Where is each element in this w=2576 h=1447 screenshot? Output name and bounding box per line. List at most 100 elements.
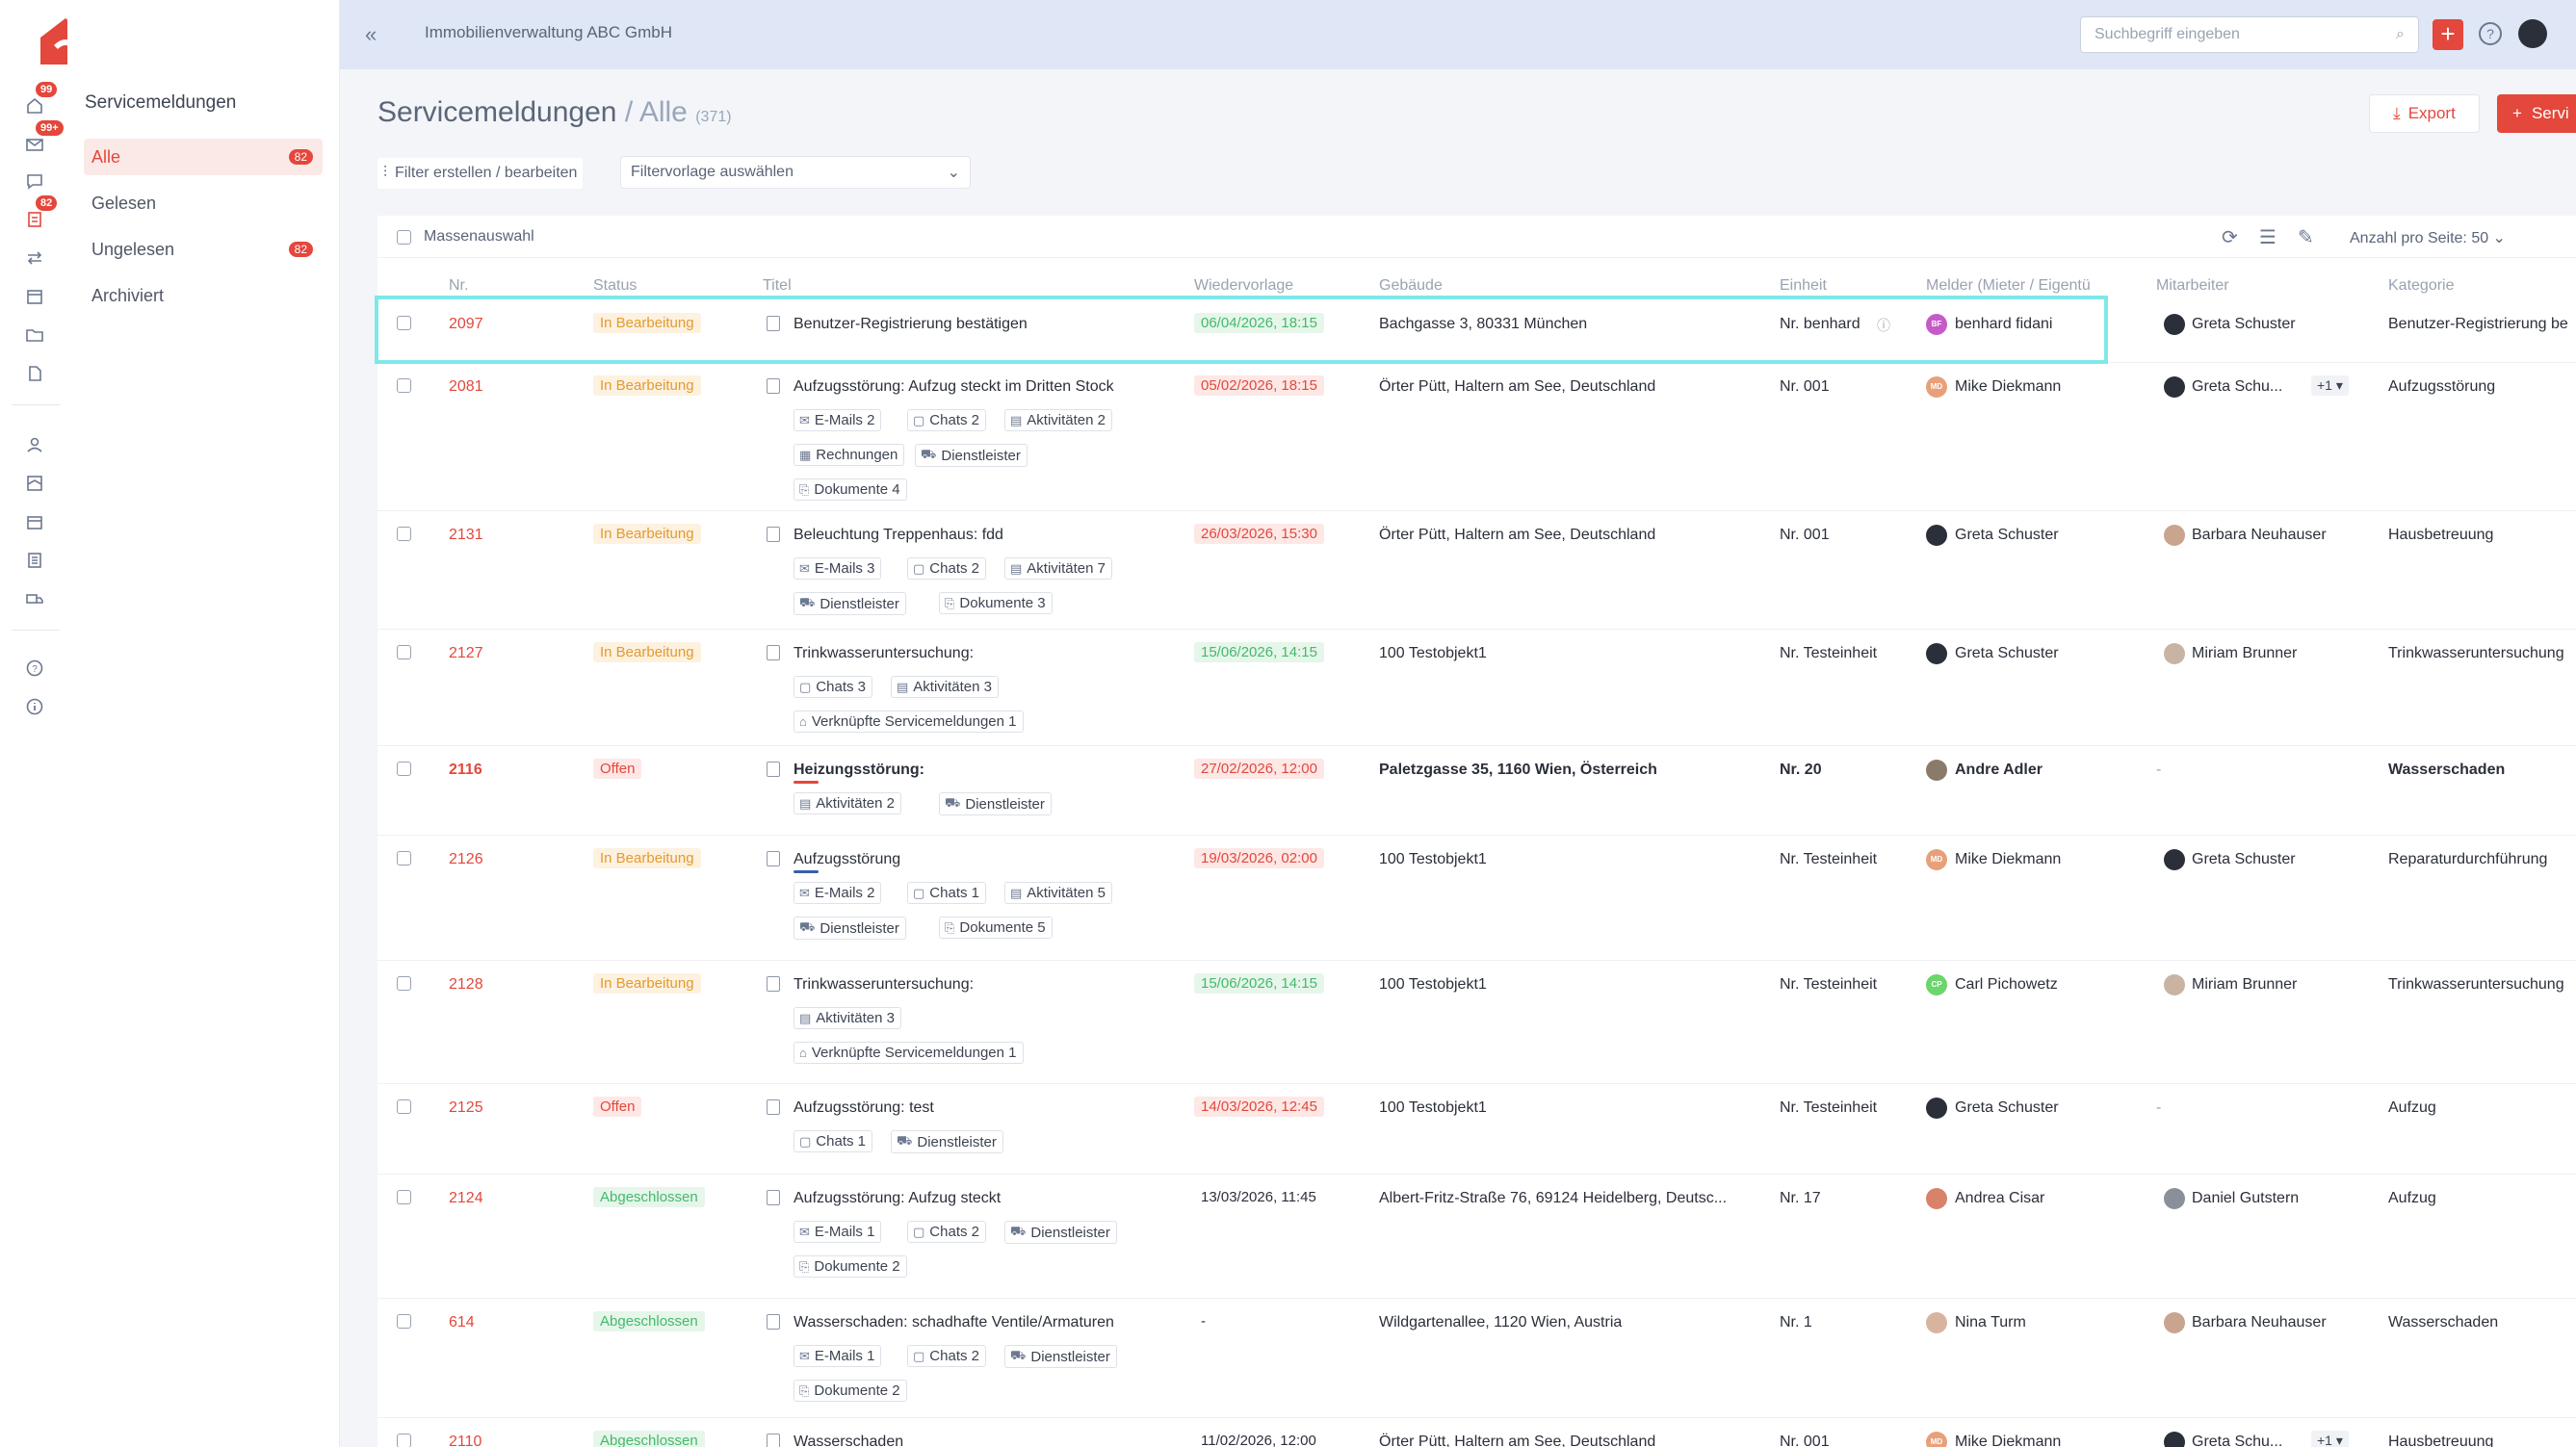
row-number[interactable]: 614 bbox=[449, 1314, 475, 1331]
row-title[interactable]: Aufzugsstörung: test bbox=[794, 1099, 934, 1116]
column-header[interactable]: Titel bbox=[763, 277, 792, 294]
unit[interactable]: Nr. Testeinheit bbox=[1780, 645, 1878, 661]
row-tag[interactable]: ⛟ Dienstleister bbox=[1004, 1345, 1117, 1368]
table-row[interactable]: 2128 In Bearbeitung Trinkwasseruntersuchun… bbox=[377, 961, 2576, 1084]
reporter-name[interactable]: Greta Schuster bbox=[1955, 1099, 2059, 1116]
table-row[interactable]: 2110 Abgeschlossen Wasserschaden 11/02/2026… bbox=[377, 1418, 2576, 1447]
row-tag[interactable]: ✉ E-Mails 2 bbox=[794, 409, 882, 431]
row-title[interactable]: Aufzugsstörung: Aufzug steckt im Dritten… bbox=[794, 378, 1114, 395]
reporter-name[interactable]: Greta Schuster bbox=[1955, 645, 2059, 661]
building[interactable]: Örter Pütt, Haltern am See, Deutschland bbox=[1379, 1434, 1656, 1447]
row-tag[interactable]: ⛟ Dienstleister bbox=[794, 592, 906, 615]
truck-icon[interactable] bbox=[23, 587, 46, 610]
table-row[interactable]: 2116 Offen Heizungsstörung: 27/02/2026, 12:… bbox=[377, 746, 2576, 836]
row-tag[interactable]: ▦ Rechnungen bbox=[794, 444, 905, 466]
collapse-sidebar-icon[interactable]: « bbox=[365, 22, 377, 46]
building[interactable]: 100 Testobjekt1 bbox=[1379, 645, 1487, 661]
building[interactable]: Örter Pütt, Haltern am See, Deutschland bbox=[1379, 378, 1656, 395]
row-tag[interactable]: ▢ Chats 2 bbox=[907, 409, 986, 431]
building[interactable]: Paletzgasse 35, 1160 Wien, Österreich bbox=[1379, 762, 1657, 778]
table-row[interactable]: 2127 In Bearbeitung Trinkwasseruntersuchun… bbox=[377, 630, 2576, 746]
reporter-name[interactable]: Mike Diekmann bbox=[1955, 378, 2062, 395]
page-size[interactable]: Anzahl pro Seite: 50 ⌄ bbox=[2350, 230, 2506, 246]
staff-name[interactable]: Greta Schuster bbox=[2192, 851, 2296, 867]
row-checkbox[interactable] bbox=[397, 316, 411, 330]
search-input[interactable]: Suchbegriff eingeben ⌕ bbox=[2080, 16, 2419, 53]
table-row[interactable]: 2126 In Bearbeitung Aufzugsstörung 19/03/20… bbox=[377, 836, 2576, 961]
reporter-name[interactable]: Greta Schuster bbox=[1955, 527, 2059, 543]
row-tag[interactable]: ⌂ Verknüpfte Servicemeldungen 1 bbox=[794, 1042, 1024, 1064]
unit[interactable]: Nr. Testeinheit bbox=[1780, 1099, 1878, 1116]
staff-name[interactable]: Greta Schuster bbox=[2192, 316, 2296, 332]
row-title[interactable]: Beleuchtung Treppenhaus: fdd bbox=[794, 527, 1003, 543]
row-checkbox[interactable] bbox=[397, 851, 411, 866]
reporter-name[interactable]: Mike Diekmann bbox=[1955, 1434, 2062, 1447]
unit[interactable]: Nr. 001 bbox=[1780, 378, 1830, 395]
unit[interactable]: Nr. benhard bbox=[1780, 316, 1860, 332]
building[interactable]: Wildgartenallee, 1120 Wien, Austria bbox=[1379, 1314, 1623, 1331]
row-tag[interactable]: ✉ E-Mails 1 bbox=[794, 1221, 882, 1243]
row-checkbox[interactable] bbox=[397, 976, 411, 991]
row-title[interactable]: Wasserschaden bbox=[794, 1434, 904, 1447]
row-title[interactable]: Wasserschaden: schadhafte Ventile/Armatu… bbox=[794, 1314, 1114, 1331]
column-header[interactable]: Status bbox=[593, 277, 637, 294]
unit[interactable]: Nr. 1 bbox=[1780, 1314, 1812, 1331]
staff-name[interactable]: Daniel Gutstern bbox=[2192, 1190, 2300, 1206]
staff-name[interactable]: Miriam Brunner bbox=[2192, 645, 2298, 661]
document-icon[interactable] bbox=[23, 362, 46, 385]
row-checkbox[interactable] bbox=[397, 645, 411, 659]
building[interactable]: Albert-Fritz-Straße 76, 69124 Heidelberg… bbox=[1379, 1190, 1728, 1206]
row-tag[interactable]: ▤ Aktivitäten 2 bbox=[1004, 409, 1113, 431]
row-number[interactable]: 2081 bbox=[449, 378, 483, 395]
table-row[interactable]: 614 Abgeschlossen Wasserschaden: schadhaft… bbox=[377, 1299, 2576, 1418]
row-title[interactable]: Benutzer-Registrierung bestätigen bbox=[794, 316, 1028, 332]
office-icon[interactable] bbox=[23, 549, 46, 572]
row-tag[interactable]: ⎘ Dokumente 5 bbox=[939, 917, 1053, 939]
building[interactable]: 100 Testobjekt1 bbox=[1379, 1099, 1487, 1116]
row-number[interactable]: 2110 bbox=[449, 1434, 482, 1447]
table-row[interactable]: 2081 In Bearbeitung Aufzugsstörung: Aufzug… bbox=[377, 363, 2576, 511]
row-tag[interactable]: ⎘ Dokumente 3 bbox=[939, 592, 1053, 614]
column-header[interactable]: Nr. bbox=[449, 277, 469, 294]
filter-preset-select[interactable]: Filtervorlage auswählen ⌄ bbox=[620, 156, 971, 189]
row-number[interactable]: 2127 bbox=[449, 645, 483, 661]
reporter-name[interactable]: Carl Pichowetz bbox=[1955, 976, 2058, 993]
subnav-item-ungelesen[interactable]: Ungelesen 82 bbox=[84, 231, 323, 268]
staff-name[interactable]: Greta Schu... bbox=[2192, 378, 2283, 395]
row-title[interactable]: Heizungsstörung: bbox=[794, 762, 924, 778]
service-icon[interactable]: 82 bbox=[23, 194, 59, 231]
info-icon[interactable] bbox=[23, 695, 46, 718]
refresh-icon[interactable]: ⟳ bbox=[2222, 227, 2238, 248]
unit[interactable]: Nr. 20 bbox=[1780, 762, 1822, 778]
row-checkbox[interactable] bbox=[397, 527, 411, 541]
row-number[interactable]: 2126 bbox=[449, 851, 483, 867]
row-tag[interactable]: ▤ Aktivitäten 3 bbox=[794, 1007, 902, 1029]
row-checkbox[interactable] bbox=[397, 1099, 411, 1114]
row-number[interactable]: 2128 bbox=[449, 976, 483, 993]
row-number[interactable]: 2116 bbox=[449, 762, 482, 778]
user-avatar[interactable] bbox=[2518, 19, 2547, 48]
column-header[interactable]: Kategorie bbox=[2388, 277, 2455, 294]
person-icon[interactable] bbox=[23, 433, 46, 456]
row-checkbox[interactable] bbox=[397, 1434, 411, 1447]
chat-icon[interactable] bbox=[23, 169, 46, 193]
row-tag[interactable]: ✉ E-Mails 1 bbox=[794, 1345, 882, 1367]
row-tag[interactable]: ▢ Chats 2 bbox=[907, 1345, 986, 1367]
row-tag[interactable]: ⌂ Verknüpfte Servicemeldungen 1 bbox=[794, 711, 1024, 733]
transfer-icon[interactable] bbox=[23, 246, 46, 270]
reporter-name[interactable]: Nina Turm bbox=[1955, 1314, 2026, 1331]
row-tag[interactable]: ⛟ Dienstleister bbox=[794, 917, 906, 940]
row-tag[interactable]: ✉ E-Mails 2 bbox=[794, 882, 882, 904]
row-number[interactable]: 2125 bbox=[449, 1099, 483, 1116]
row-title[interactable]: Aufzugsstörung: Aufzug steckt bbox=[794, 1190, 1002, 1206]
list-icon[interactable]: ☰ bbox=[2259, 227, 2277, 248]
filter-edit-button[interactable]: ⫶ Filter erstellen / bearbeiten bbox=[377, 158, 584, 189]
row-number[interactable]: 2131 bbox=[449, 527, 483, 543]
column-header[interactable]: Gebäude bbox=[1379, 277, 1443, 294]
table-row[interactable]: 2131 In Bearbeitung Beleuchtung Treppenhau… bbox=[377, 511, 2576, 630]
unit[interactable]: Nr. 001 bbox=[1780, 527, 1830, 543]
row-title[interactable]: Aufzugsstörung bbox=[794, 851, 901, 867]
reporter-name[interactable]: benhard fidani bbox=[1955, 316, 2053, 332]
folder-icon[interactable] bbox=[23, 323, 46, 347]
info-icon[interactable]: ⓘ bbox=[1877, 318, 1890, 333]
